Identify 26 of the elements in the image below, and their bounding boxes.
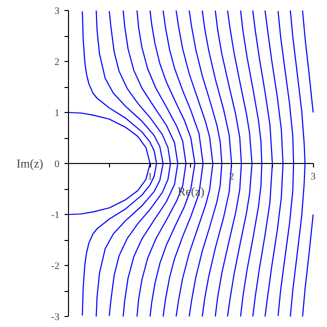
line-series [68,112,151,216]
line-series [108,10,171,316]
y-tick-label: 2 [54,57,60,68]
x-tick-label: 1 [148,172,153,182]
y-tick-label: -1 [51,210,60,221]
line-series [122,10,178,316]
line-series [240,10,262,316]
y-tick-label: 0 [54,159,60,170]
y-tick-label: 3 [54,6,60,17]
x-tick-label: 3 [310,172,316,182]
y-tick-label: 1 [54,108,60,119]
y-tick-label: -3 [51,312,60,323]
line-series [82,10,158,316]
line-series [264,10,284,316]
line-series [176,10,214,316]
y-tick-label: -2 [51,261,60,272]
line-series [162,10,204,316]
line-series [226,10,253,316]
y-axis-title: Im(z) [16,156,44,170]
line-series [302,10,314,114]
line-series [214,10,242,316]
line-series [290,10,306,316]
line-series [302,214,314,316]
line-series [252,10,273,316]
line-series [278,10,294,316]
line-series [96,10,164,316]
